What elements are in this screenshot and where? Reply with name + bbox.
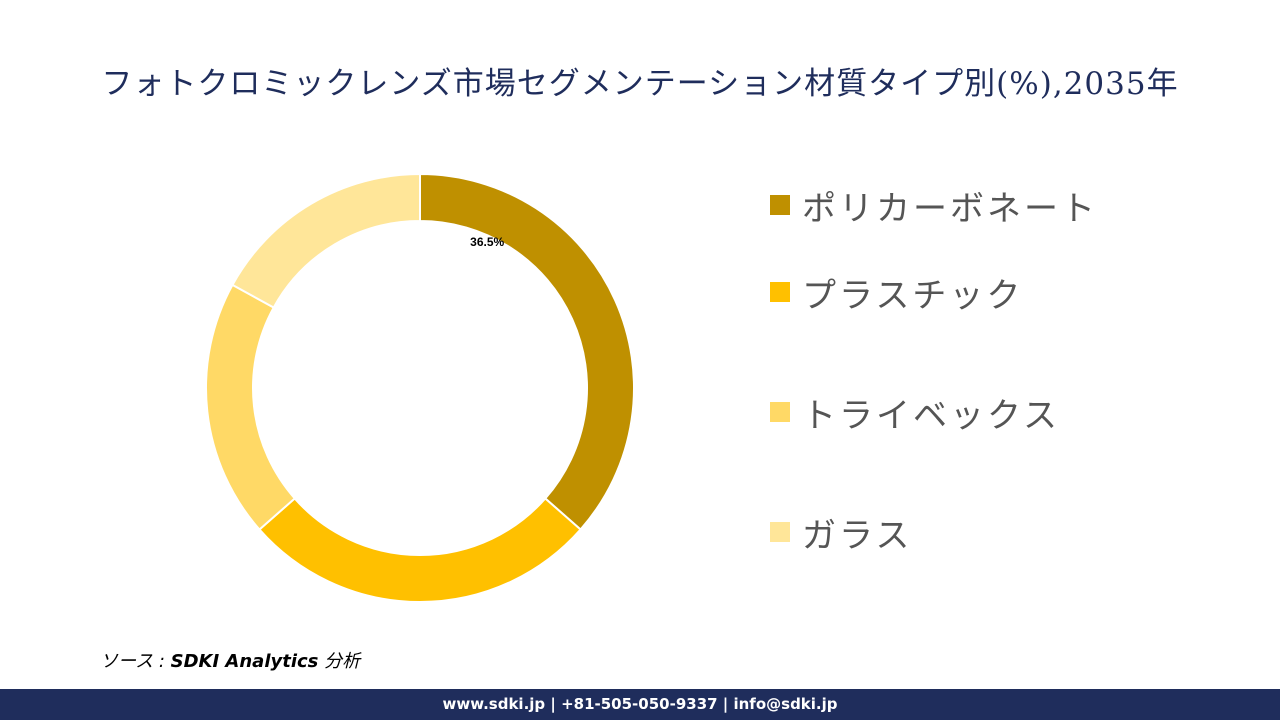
donut-slices xyxy=(205,172,635,604)
donut-labels: 36.5% xyxy=(470,235,504,249)
legend-swatch-plastic xyxy=(770,282,790,302)
legend-item-trivex: トライベックス xyxy=(770,352,1250,472)
donut-slice-glass xyxy=(231,172,421,309)
source-suffix: 分析 xyxy=(318,651,361,672)
legend-item-plastic: プラスチック xyxy=(770,232,1250,352)
legend-swatch-polycarbonate xyxy=(770,195,790,215)
legend-swatch-trivex xyxy=(770,402,790,422)
footer-bar: www.sdki.jp | +81-505-050-9337 | info@sd… xyxy=(0,689,1280,720)
donut-slice-polycarbonate xyxy=(419,172,635,531)
legend-label-glass: ガラス xyxy=(802,515,913,556)
legend-swatch-glass xyxy=(770,522,790,542)
legend-label-polycarbonate: ポリカーボネート xyxy=(802,188,1098,229)
source-note: ソース : SDKI Analytics 分析 xyxy=(100,647,360,673)
legend-item-glass: ガラス xyxy=(770,472,1250,592)
legend-item-polycarbonate: ポリカーボネート xyxy=(770,178,1250,232)
legend: ポリカーボネート プラスチック トライベックス ガラス xyxy=(770,178,1250,592)
chart-title: フォトクロミックレンズ市場セグメンテーション材質タイプ別(%),2035年 xyxy=(101,66,1179,102)
donut-slice-trivex xyxy=(205,283,297,531)
footer-contact: www.sdki.jp | +81-505-050-9337 | info@sd… xyxy=(442,695,838,713)
source-name: SDKI Analytics xyxy=(170,651,319,672)
legend-label-plastic: プラスチック xyxy=(802,275,1024,316)
donut-chart: 36.5% xyxy=(205,172,635,604)
source-prefix: ソース : xyxy=(100,651,171,672)
legend-label-trivex: トライベックス xyxy=(802,395,1060,436)
data-label-polycarbonate: 36.5% xyxy=(470,235,504,249)
donut-slice-plastic xyxy=(258,497,582,604)
